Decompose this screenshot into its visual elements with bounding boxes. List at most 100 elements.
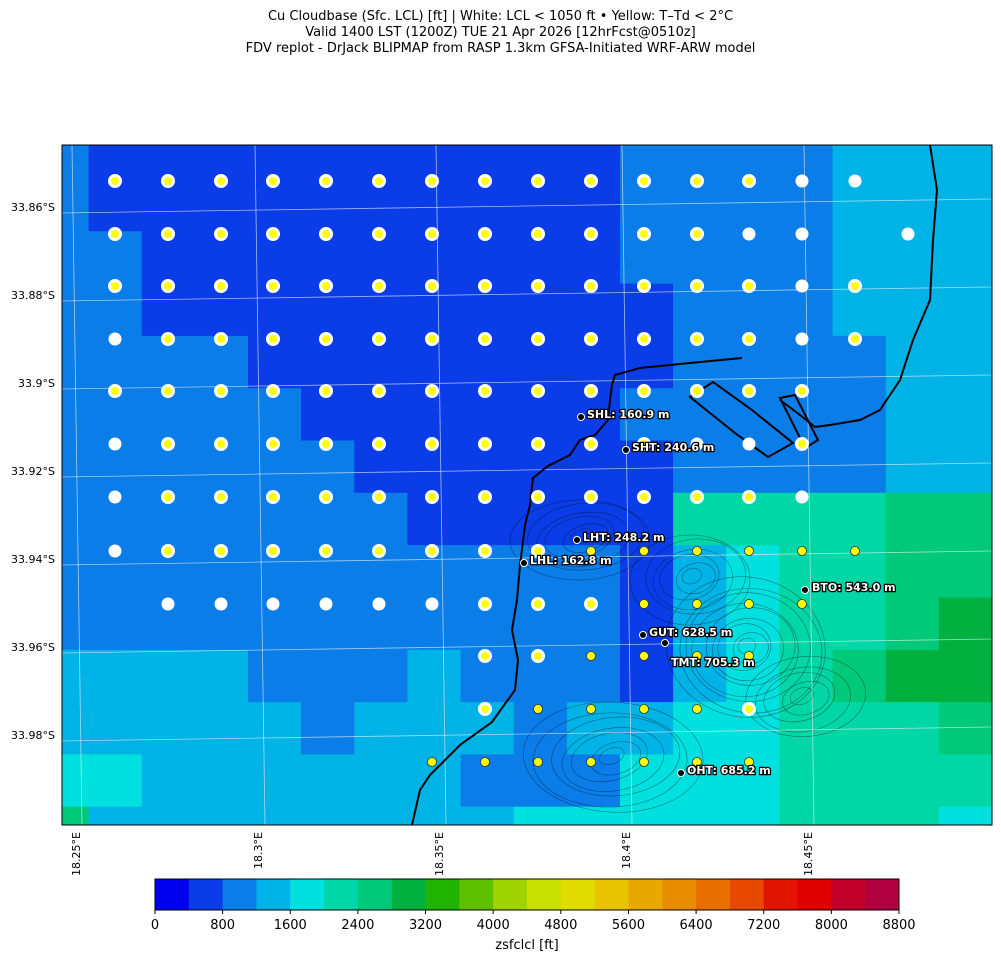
lcl-yellow-marker bbox=[478, 544, 492, 558]
lcl-yellow-marker bbox=[692, 651, 702, 661]
lcl-yellow-marker bbox=[797, 599, 807, 609]
lcl-yellow-marker bbox=[372, 279, 386, 293]
lcl-yellow-marker bbox=[161, 279, 175, 293]
lcl-white-marker bbox=[742, 437, 756, 451]
lcl-white-marker bbox=[266, 597, 280, 611]
colorbar-frame bbox=[154, 878, 900, 911]
lcl-white-marker bbox=[214, 597, 228, 611]
lcl-yellow-marker bbox=[742, 279, 756, 293]
map-title-line-2: Valid 1400 LST (1200Z) TUE 21 Apr 2026 [… bbox=[305, 25, 696, 40]
lcl-yellow-marker bbox=[584, 437, 598, 451]
lcl-yellow-marker bbox=[425, 490, 439, 504]
colorbar-tick-label: 8800 bbox=[882, 918, 915, 933]
lcl-yellow-marker bbox=[214, 437, 228, 451]
colorbar: 0 800 1600 2400 3200 4000 4800 5600 6400 7200 8000… bbox=[151, 878, 916, 953]
lcl-white-marker bbox=[425, 597, 439, 611]
colorbar-tick-label: 8000 bbox=[815, 918, 848, 933]
lcl-markers bbox=[108, 174, 915, 767]
lcl-yellow-marker bbox=[427, 757, 437, 767]
lcl-yellow-marker bbox=[214, 384, 228, 398]
lcl-yellow-marker bbox=[744, 757, 754, 767]
colorbar-tick-label: 5600 bbox=[612, 918, 645, 933]
site-label: TMT: 705.3 m bbox=[671, 656, 755, 669]
latitude-label: 33.86°S bbox=[11, 201, 55, 214]
lcl-white-marker bbox=[108, 437, 122, 451]
longitude-label: 18.4°E bbox=[620, 832, 633, 869]
terrain-contours bbox=[509, 499, 866, 813]
site-dot bbox=[677, 769, 685, 777]
lcl-yellow-marker bbox=[480, 757, 490, 767]
lcl-yellow-marker bbox=[319, 490, 333, 504]
latitude-label: 33.88°S bbox=[11, 289, 55, 302]
lcl-yellow-marker bbox=[161, 437, 175, 451]
colorbar-tick-label: 0 bbox=[151, 918, 159, 933]
lcl-yellow-marker bbox=[319, 332, 333, 346]
colorbar-segment bbox=[696, 879, 731, 910]
lcl-yellow-marker bbox=[425, 279, 439, 293]
colorbar-segment bbox=[527, 879, 562, 910]
lcl-yellow-marker bbox=[639, 651, 649, 661]
lcl-yellow-marker bbox=[531, 174, 545, 188]
longitude-label: 18.35°E bbox=[433, 832, 446, 876]
latitude-labels: 33.86°S 33.88°S 33.9°S 33.92°S 33.94°S 33.96°… bbox=[11, 201, 55, 742]
lcl-yellow-marker bbox=[425, 227, 439, 241]
lcl-yellow-marker bbox=[637, 437, 651, 451]
site-label: LHL: 162.8 m bbox=[530, 554, 612, 567]
lcl-yellow-marker bbox=[533, 757, 543, 767]
lcl-yellow-marker bbox=[108, 384, 122, 398]
lcl-yellow-marker bbox=[637, 384, 651, 398]
lcl-yellow-marker bbox=[372, 437, 386, 451]
site-label: SHL: 160.9 m bbox=[587, 408, 669, 421]
colorbar-segment bbox=[391, 879, 427, 910]
lcl-yellow-marker bbox=[531, 597, 545, 611]
lcl-yellow-marker bbox=[692, 757, 702, 767]
lcl-yellow-marker bbox=[690, 332, 704, 346]
lcl-yellow-marker bbox=[797, 546, 807, 556]
colorbar-tick-label: 7200 bbox=[747, 918, 780, 933]
colorbar-segment bbox=[628, 879, 663, 910]
lcl-yellow-marker bbox=[372, 384, 386, 398]
lcl-yellow-marker bbox=[742, 332, 756, 346]
site-dot bbox=[661, 639, 669, 647]
lcl-yellow-marker bbox=[637, 279, 651, 293]
colorbar-segment bbox=[256, 879, 291, 910]
colorbar-tick-label: 3200 bbox=[409, 918, 442, 933]
lcl-yellow-marker bbox=[531, 437, 545, 451]
site-dot bbox=[573, 536, 581, 544]
lcl-yellow-marker bbox=[425, 174, 439, 188]
lcl-yellow-marker bbox=[425, 437, 439, 451]
lcl-yellow-marker bbox=[214, 490, 228, 504]
lcl-yellow-marker bbox=[850, 546, 860, 556]
lcl-yellow-marker bbox=[161, 490, 175, 504]
site-label: SHT: 240.6 m bbox=[632, 441, 714, 454]
longitude-labels: 18.25°E 18.3°E 18.35°E 18.4°E 18.45°E bbox=[70, 832, 815, 876]
coastline bbox=[411, 145, 939, 825]
lcl-white-marker bbox=[795, 490, 809, 504]
lcl-yellow-marker bbox=[425, 332, 439, 346]
lcl-white-marker bbox=[319, 597, 333, 611]
lcl-yellow-marker bbox=[586, 704, 596, 714]
lcl-white-marker bbox=[795, 227, 809, 241]
lcl-yellow-marker bbox=[744, 599, 754, 609]
lcl-yellow-marker bbox=[161, 544, 175, 558]
lcl-yellow-marker bbox=[425, 384, 439, 398]
lcl-yellow-marker bbox=[266, 437, 280, 451]
site-dot bbox=[622, 446, 630, 454]
lcl-yellow-marker bbox=[692, 546, 702, 556]
colorbar-segment bbox=[324, 879, 359, 910]
lcl-yellow-marker bbox=[637, 490, 651, 504]
lcl-yellow-marker bbox=[478, 174, 492, 188]
lcl-yellow-marker bbox=[478, 384, 492, 398]
colorbar-tick-label: 2400 bbox=[341, 918, 374, 933]
lcl-yellow-marker bbox=[533, 704, 543, 714]
lcl-yellow-marker bbox=[266, 332, 280, 346]
lcl-yellow-marker bbox=[584, 174, 598, 188]
lcl-yellow-marker bbox=[586, 651, 596, 661]
lcl-yellow-marker bbox=[744, 546, 754, 556]
lcl-yellow-marker bbox=[108, 227, 122, 241]
lcl-yellow-marker bbox=[584, 597, 598, 611]
colorbar-segment bbox=[594, 879, 629, 910]
lcl-yellow-marker bbox=[319, 279, 333, 293]
lcl-white-marker bbox=[108, 332, 122, 346]
